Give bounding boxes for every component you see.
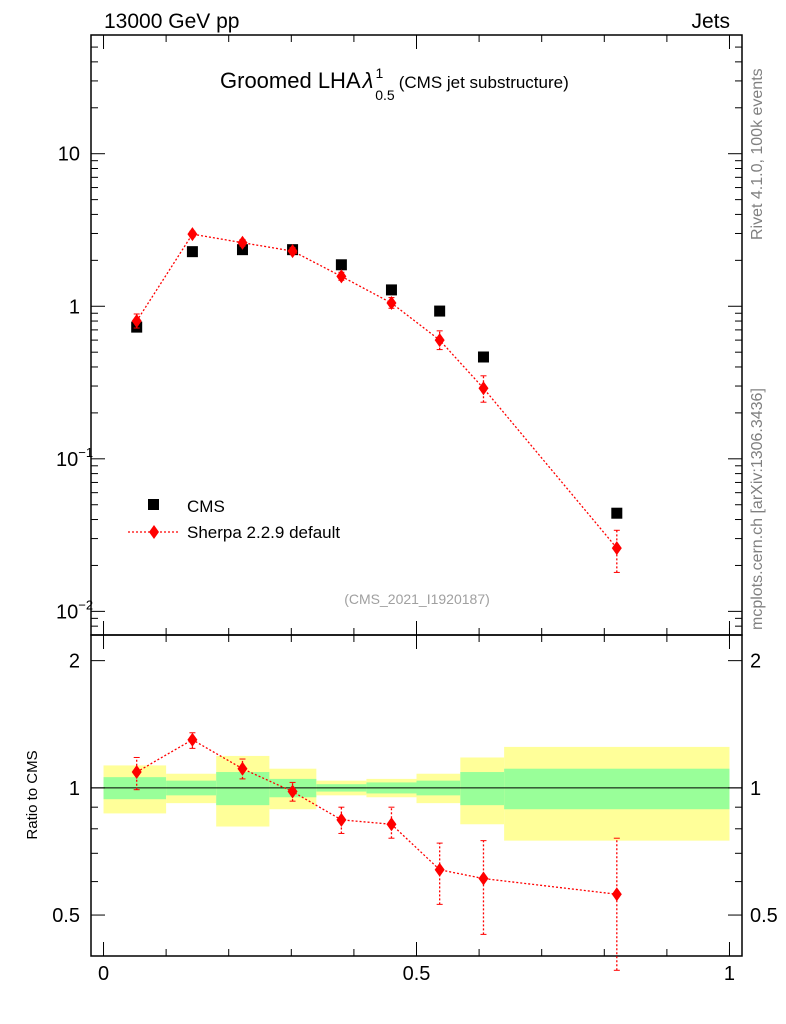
sherpa-point	[336, 269, 347, 284]
sherpa-point	[611, 541, 622, 556]
cms-point	[335, 259, 347, 271]
ratio-x-tick-label: 0.5	[403, 963, 431, 985]
y-tick-label: 10	[58, 144, 80, 166]
mcplots-label: mcplots.cern.ch [arXiv:1306.3436]	[749, 388, 766, 630]
ratio-point	[434, 862, 445, 877]
sherpa-point	[131, 314, 142, 329]
ratio-point	[237, 761, 248, 776]
cms-point	[477, 351, 489, 363]
main-axis-ticks: 10 1 10−1 10−2	[56, 34, 742, 636]
title-note: (CMS jet substructure)	[399, 73, 569, 92]
ratio-point	[187, 732, 198, 747]
title-main: Groomed LHA	[220, 68, 361, 93]
title-sub: 0.5	[375, 87, 395, 103]
plot-title: Groomed LHAλ 1 0.5(CMS jet substructure)	[220, 65, 569, 103]
title-sup: 1	[375, 65, 383, 81]
ratio-point	[478, 871, 489, 886]
inner-band	[504, 768, 730, 810]
ratio-x-tick-label: 1	[724, 963, 735, 985]
header-right: Jets	[691, 10, 730, 33]
sherpa-point	[237, 235, 248, 250]
ratio-point	[386, 817, 397, 832]
ratio-point	[131, 765, 142, 780]
ratio-y-tick-label-right: 2	[750, 651, 761, 673]
ratio-data-marks	[131, 732, 622, 971]
analysis-id: (CMS_2021_I1920187)	[344, 591, 490, 607]
legend-cms-label: CMS	[187, 497, 225, 516]
ratio-y-tick-label-right: 0.5	[750, 905, 778, 927]
legend-cms-marker	[148, 499, 159, 510]
header-left: 13000 GeV pp	[104, 10, 239, 33]
ratio-point	[287, 784, 298, 799]
ratio-point	[336, 812, 347, 827]
legend-sherpa-marker	[149, 525, 159, 539]
y-tick-label: 10−2	[56, 597, 93, 623]
ratio-axis-ticks: 0.5 0.5 1 1 2 2 0 0.5 1	[52, 635, 778, 985]
sherpa-point	[287, 244, 298, 259]
main-panel-frame	[90, 34, 743, 636]
rivet-label: Rivet 4.1.0, 100k events	[749, 68, 766, 240]
legend: CMS Sherpa 2.2.9 default	[128, 497, 340, 542]
ratio-y-tick-label: 0.5	[52, 905, 80, 927]
ratio-y-tick-label: 2	[69, 651, 80, 673]
sherpa-point	[434, 333, 445, 348]
ratio-y-tick-label: 1	[69, 778, 80, 800]
sherpa-point	[187, 227, 198, 242]
ratio-point	[611, 887, 622, 902]
ratio-uncertainty-bands	[103, 746, 730, 841]
cms-point	[434, 305, 446, 317]
y-tick-label: 1	[69, 296, 80, 318]
title-lambda: λ	[362, 68, 374, 93]
y-tick-label: 10−1	[56, 445, 93, 471]
cms-point	[611, 507, 623, 519]
sherpa-point	[478, 381, 489, 396]
inner-band	[460, 772, 505, 806]
sherpa-line	[136, 233, 618, 549]
legend-sherpa-label: Sherpa 2.2.9 default	[187, 523, 340, 542]
cms-point	[385, 284, 397, 296]
ratio-y-tick-label-right: 1	[750, 778, 761, 800]
ratio-x-tick-label: 0	[98, 963, 109, 985]
main-data-marks	[131, 227, 623, 573]
sherpa-point	[386, 296, 397, 311]
cms-point	[186, 246, 198, 258]
ratio-ylabel: Ratio to CMS	[24, 750, 41, 839]
